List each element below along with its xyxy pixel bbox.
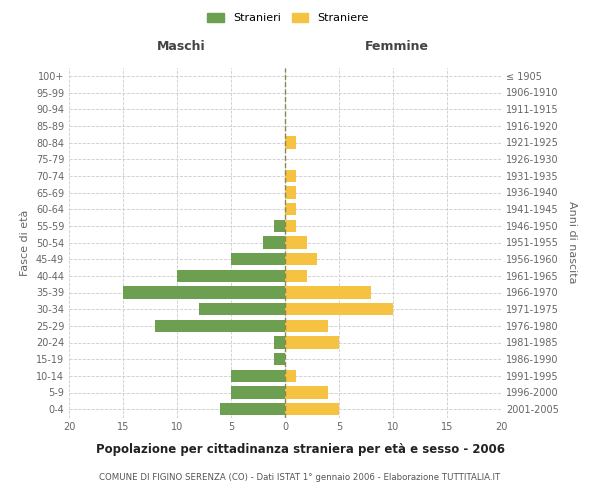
Legend: Stranieri, Straniere: Stranieri, Straniere	[203, 8, 373, 28]
Bar	[123, 286, 285, 298]
Bar	[231, 386, 285, 399]
Bar	[177, 270, 285, 282]
Bar	[220, 403, 285, 415]
Text: Femmine: Femmine	[365, 40, 430, 54]
Bar	[285, 136, 296, 149]
Bar	[285, 370, 296, 382]
Bar	[285, 303, 393, 316]
Bar	[285, 253, 317, 266]
Bar	[285, 170, 296, 182]
Bar	[199, 303, 285, 316]
Bar	[155, 320, 285, 332]
Bar	[285, 286, 371, 298]
Bar	[274, 353, 285, 366]
Text: Popolazione per cittadinanza straniera per età e sesso - 2006: Popolazione per cittadinanza straniera p…	[95, 442, 505, 456]
Bar	[285, 386, 328, 399]
Bar	[285, 186, 296, 198]
Bar	[231, 253, 285, 266]
Y-axis label: Fasce di età: Fasce di età	[20, 210, 30, 276]
Bar	[285, 403, 339, 415]
Bar	[274, 336, 285, 349]
Bar	[231, 370, 285, 382]
Bar	[285, 270, 307, 282]
Y-axis label: Anni di nascita: Anni di nascita	[567, 201, 577, 283]
Bar	[285, 203, 296, 215]
Bar	[274, 220, 285, 232]
Text: Maschi: Maschi	[157, 40, 206, 54]
Bar	[263, 236, 285, 248]
Bar	[285, 220, 296, 232]
Bar	[285, 336, 339, 349]
Bar	[285, 236, 307, 248]
Bar	[285, 320, 328, 332]
Text: COMUNE DI FIGINO SERENZA (CO) - Dati ISTAT 1° gennaio 2006 - Elaborazione TUTTIT: COMUNE DI FIGINO SERENZA (CO) - Dati IST…	[100, 472, 500, 482]
